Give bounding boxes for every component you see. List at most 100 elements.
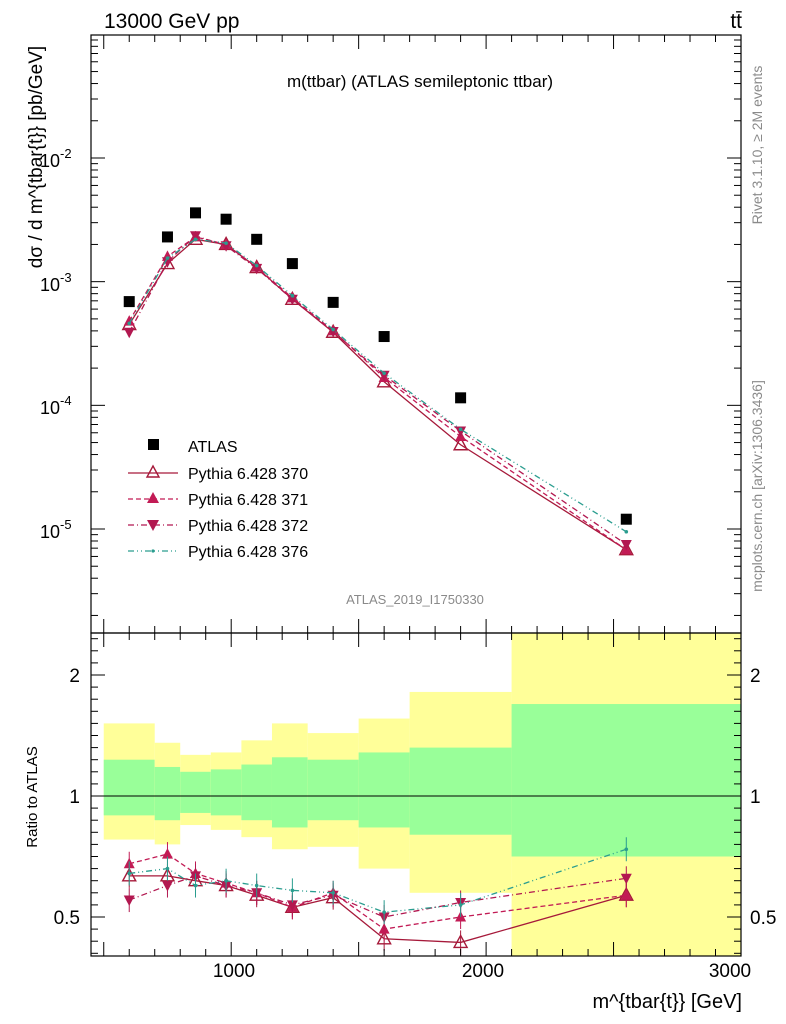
- header-right: tt̄: [730, 10, 742, 33]
- mc-point: [190, 231, 202, 242]
- mc-point: [620, 539, 632, 551]
- xaxis-label: m^{tbar{t}} [GeV]: [593, 991, 742, 1013]
- mc-point: [331, 891, 335, 895]
- mc-point: [123, 315, 135, 326]
- legend-label: Pythia 6.428 371: [188, 492, 308, 509]
- mc-point: [452, 436, 469, 451]
- legend-label: Pythia 6.428 370: [188, 466, 308, 483]
- ratio-line: [129, 853, 627, 930]
- series-line: [128, 238, 627, 533]
- mc-point: [286, 294, 298, 306]
- mc-point: [290, 293, 295, 298]
- mcplots-label: mcplots.cern.ch [arXiv:1306.3436]: [749, 380, 765, 592]
- legend-label: ATLAS: [188, 439, 238, 456]
- band-inner: [307, 759, 359, 821]
- legend-marker-atlas: [148, 439, 159, 450]
- ratio-bands: [91, 633, 741, 956]
- mc-point: [161, 881, 173, 892]
- ratio-line: [129, 875, 627, 944]
- mc-point: [452, 933, 469, 949]
- rivet-label: Rivet 3.1.10, ≥ 2M events: [749, 66, 765, 225]
- legend-label: Pythia 6.428 376: [188, 544, 308, 561]
- legend: ATLAS Pythia 6.428 370 Pythia 6.428 371 …: [128, 439, 308, 561]
- mc-point: [220, 241, 232, 252]
- data-point: [123, 296, 135, 308]
- ratio-ytick-label-right: 2: [750, 666, 761, 687]
- series-line: [128, 236, 627, 551]
- mc-point: [624, 529, 629, 534]
- ratio-ytick-label: 2: [69, 666, 80, 687]
- mc-point: [378, 370, 390, 382]
- mc-point: [620, 889, 632, 900]
- mc-point: [376, 930, 392, 945]
- ratio-line: [129, 848, 627, 913]
- mc-point: [161, 848, 173, 859]
- ratio-ytick-label: 1: [69, 787, 80, 808]
- ratio-series: [121, 837, 634, 955]
- band-inner: [358, 752, 410, 828]
- mc-point: [127, 871, 132, 876]
- data-point: [190, 207, 202, 219]
- mc-point: [455, 426, 467, 438]
- mc-point: [165, 256, 170, 260]
- mc-point: [382, 371, 386, 375]
- analysis-watermark: ATLAS_2019_I1750330: [346, 592, 484, 607]
- mc-point: [286, 900, 298, 911]
- mc-point: [290, 888, 295, 893]
- main-ylabel: dσ / d m^{tbar{t}} [pb/GeV]: [26, 46, 47, 268]
- band-inner: [511, 704, 741, 857]
- legend-marker-370: [145, 464, 161, 478]
- band-inner: [210, 769, 242, 816]
- band-inner: [180, 771, 211, 813]
- ytick-label: 10-2: [40, 146, 72, 171]
- header-left: 13000 GeV pp: [104, 10, 239, 33]
- mc-point: [165, 866, 170, 871]
- ytick-label: 10-5: [40, 517, 72, 542]
- band-inner: [154, 766, 181, 821]
- xtick-label: 3000: [709, 961, 751, 982]
- series-line: [128, 235, 627, 545]
- mc-point: [620, 873, 632, 885]
- ratio-frame: [90, 632, 742, 957]
- mc-point: [127, 321, 132, 326]
- ratio-ytick-label-right: 0.5: [750, 908, 776, 929]
- ratio-ylabel: Ratio to ATLAS: [24, 746, 41, 847]
- main-series: [121, 207, 634, 556]
- main-ytick-labels: 10-2 10-3 10-4 10-5: [40, 146, 72, 542]
- mc-point: [382, 910, 386, 914]
- xtick-label: 2000: [462, 961, 504, 982]
- mc-point: [254, 883, 259, 888]
- mc-point: [458, 903, 463, 907]
- mc-point: [327, 327, 339, 338]
- ratio-ytick-label: 0.5: [54, 908, 80, 929]
- mc-point: [123, 895, 135, 907]
- mc-point: [193, 883, 198, 888]
- ticks: [91, 35, 742, 956]
- xtick-label: 1000: [213, 961, 255, 982]
- data-point: [251, 233, 263, 245]
- mc-point: [224, 878, 228, 883]
- mc-point: [458, 427, 463, 432]
- mc-point: [618, 541, 634, 556]
- data-point: [220, 213, 232, 225]
- data-point: [455, 392, 467, 404]
- ratio-ytick-label-right: 1: [750, 787, 761, 808]
- band-inner: [271, 757, 308, 828]
- legend-marker-376: [151, 549, 155, 553]
- legend-marker-371: [147, 492, 159, 503]
- legend-marker-372: [147, 520, 159, 531]
- band-inner: [241, 764, 272, 821]
- ytick-label: 10-4: [40, 393, 72, 418]
- legend-label: Pythia 6.428 372: [188, 518, 308, 535]
- band-inner: [103, 759, 155, 816]
- mc-point: [161, 257, 173, 268]
- mc-point: [624, 847, 629, 852]
- data-point: [327, 296, 339, 308]
- mc-point: [254, 263, 259, 268]
- mc-point: [331, 327, 335, 332]
- mc-point: [193, 237, 198, 242]
- data-point: [378, 331, 390, 343]
- ytick-label: 10-3: [40, 270, 72, 295]
- data-point: [161, 231, 173, 243]
